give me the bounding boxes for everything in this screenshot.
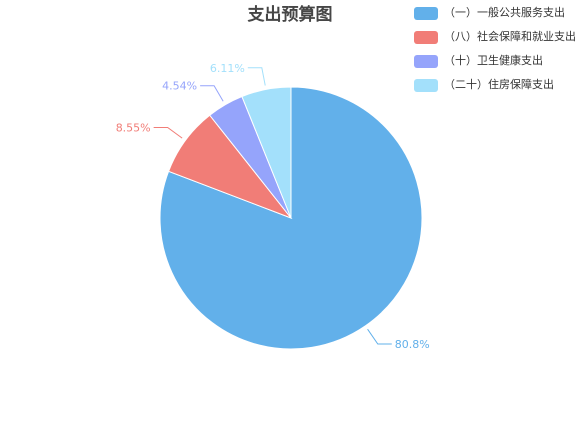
leader-line-1 (153, 126, 183, 139)
data-label-0: 80.8% (395, 338, 430, 351)
legend-label: （十）卫生健康支出 (444, 54, 543, 67)
legend-label: （八）社会保障和就业支出 (444, 30, 576, 43)
chart-title: 支出预算图 (247, 5, 333, 25)
legend-item-housing[interactable]: （二十）住房保障支出 (414, 78, 582, 92)
legend-swatch (414, 30, 438, 44)
leader-line-0 (367, 328, 392, 345)
data-label-3: 6.11% (210, 62, 245, 75)
legend-label: （一）一般公共服务支出 (444, 6, 565, 19)
data-label-1: 8.55% (116, 121, 151, 134)
data-label-2: 4.54% (162, 80, 197, 93)
pie-slice-3[interactable] (241, 86, 292, 219)
pie-slice-0[interactable] (159, 86, 423, 350)
legend-swatch (414, 54, 438, 68)
leader-line-2 (200, 85, 224, 102)
legend-item-social-security[interactable]: （八）社会保障和就业支出 (414, 30, 582, 44)
legend-swatch (414, 78, 438, 92)
legend-label: （二十）住房保障支出 (444, 78, 554, 91)
legend-item-general-public-services[interactable]: （一）一般公共服务支出 (414, 6, 582, 20)
leader-line-3 (247, 67, 266, 86)
legend-swatch (414, 6, 438, 20)
chart-legend: （一）一般公共服务支出 （八）社会保障和就业支出 （十）卫生健康支出 （二十）住… (414, 6, 582, 102)
legend-item-health[interactable]: （十）卫生健康支出 (414, 54, 582, 68)
